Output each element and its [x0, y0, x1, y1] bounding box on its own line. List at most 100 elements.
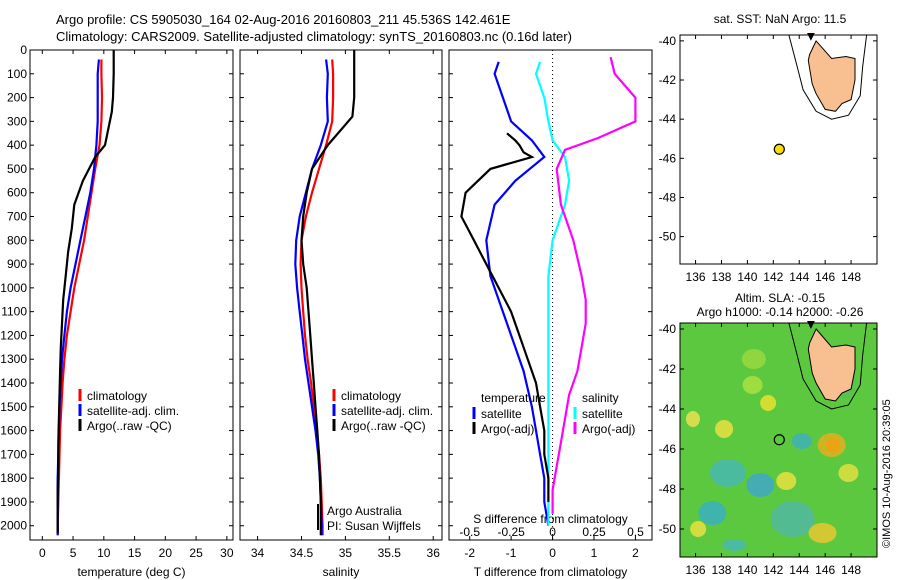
depth-tick-label: 800 [7, 233, 27, 247]
x-tick-label: 34.5 [290, 546, 314, 560]
plot-frame [448, 49, 653, 541]
lon-tick-label: 140 [737, 563, 757, 577]
lon-tick-label: 146 [815, 563, 835, 577]
sla-anomaly-patch [808, 523, 837, 543]
x-tick-label: 34 [251, 546, 265, 560]
x-tick-label: 25 [189, 546, 203, 560]
depth-tick-label: 600 [7, 186, 27, 200]
depth-tick-label: 0 [20, 43, 27, 57]
depth-tick-label: 300 [7, 114, 27, 128]
sla-anomaly-patch [776, 472, 797, 490]
x-tick-label: 35 [339, 546, 353, 560]
annotation-text: Argo Australia [327, 504, 402, 518]
lat-tick-label: -40 [659, 322, 677, 336]
sla-anomaly-patch [698, 501, 727, 525]
s-tick-label: -0.5 [459, 525, 480, 539]
lat-tick-label: -44 [659, 402, 677, 416]
sla-anomaly-patch [690, 521, 707, 537]
lon-tick-label: 142 [763, 563, 783, 577]
x-tick-label: 20 [159, 546, 173, 560]
s-axis-label: S difference from climatology [473, 512, 628, 526]
annotation-text: PI: Susan Wijffels [327, 519, 421, 533]
depth-tick-label: 1300 [0, 352, 27, 366]
series-line-blue [294, 59, 329, 536]
lon-tick-label: 138 [711, 563, 731, 577]
x-tick-label: 2 [632, 546, 639, 560]
lon-tick-label: 140 [737, 270, 757, 284]
lon-tick-label: 146 [815, 270, 835, 284]
legend-label: Argo(..raw -QC) [87, 419, 172, 433]
legend-label: Argo(-adj) [481, 422, 534, 436]
x-tick-label: 5 [70, 546, 77, 560]
argo-location-marker [773, 434, 785, 446]
depth-tick-label: 1500 [0, 400, 27, 414]
x-tick-label: 0 [39, 546, 46, 560]
lon-tick-label: 144 [789, 563, 809, 577]
legend-label: Argo(..raw -QC) [341, 419, 426, 433]
sla-anomaly-patch [825, 438, 840, 452]
legend-label: climatology [341, 389, 401, 403]
sla-anomaly-patch [791, 433, 812, 449]
sla-map-subtitle: Argo h1000: -0.14 h2000: -0.26 [697, 305, 864, 319]
depth-tick-label: 1700 [0, 447, 27, 461]
series-line-blue [485, 61, 550, 526]
depth-tick-label: 1000 [0, 281, 27, 295]
difference-profile-panel: -2 -1 0 1 2 -0.5 -0.25 0 0.25 0.5S difference fro… [448, 49, 653, 579]
series-line-red [299, 59, 335, 536]
argo-location-marker [773, 143, 785, 155]
x-tick-label: 30 [220, 546, 234, 560]
lon-tick-label: 138 [711, 270, 731, 284]
sla-anomaly-patch [746, 473, 775, 497]
shelf-contour [788, 34, 868, 120]
series-line-black [460, 132, 550, 502]
legend-label: satellite-adj. clim. [87, 404, 179, 418]
sla-anomaly-patch [722, 539, 747, 551]
lat-tick-label: -44 [659, 112, 677, 126]
lat-tick-label: -46 [659, 442, 677, 456]
sst-map-title: sat. SST: NaN Argo: 11.5 [714, 12, 847, 26]
depth-tick-label: 200 [7, 91, 27, 105]
depth-tick-label: 400 [7, 138, 27, 152]
lat-tick-label: -42 [659, 362, 677, 376]
legend-label: Argo(-adj) [582, 422, 635, 436]
sst-map: -40 -42 -44 -46 -48 -50 136 138 140 142 144 146 148 s… [659, 12, 878, 284]
plot-frame [239, 49, 443, 541]
depth-tick-label: 1400 [0, 376, 27, 390]
s-tick-label: -0.25 [497, 525, 525, 539]
salinity-profile-panel: 34 34.5 35 35.5 36 salinity climatologysatelli… [239, 49, 443, 579]
lat-tick-label: -50 [659, 522, 677, 536]
depth-tick-label: 1600 [0, 424, 27, 438]
x-tick-label: 36 [427, 546, 441, 560]
map-frame [679, 34, 878, 265]
sla-anomaly-patch [715, 420, 734, 438]
sla-anomaly-patch [760, 395, 777, 411]
lat-tick-label: -42 [659, 73, 677, 87]
lon-tick-label: 148 [841, 270, 861, 284]
sla-map-title: Altim. SLA: -0.15 [735, 291, 825, 305]
lat-tick-label: -48 [659, 482, 677, 496]
depth-tick-label: 900 [7, 257, 27, 271]
series-line-black [300, 50, 356, 536]
lat-tick-label: -40 [659, 34, 677, 48]
figure-title-line-1: Argo profile: CS 5905030_164 02-Aug-2016… [56, 12, 511, 27]
legend-header-temperature: temperature [481, 391, 546, 405]
depth-tick-label: 2000 [0, 519, 27, 533]
x-tick-label: 10 [97, 546, 111, 560]
sla-anomaly-patch [741, 349, 766, 369]
s-tick-label: 0 [549, 525, 556, 539]
sla-map: -40 -42 -44 -46 -48 -50 136 138 140 142 144 146 148 A… [659, 291, 878, 577]
tasmania-landmass [807, 39, 856, 112]
x-tick-label: 35.5 [378, 546, 402, 560]
legend-header-salinity: salinity [582, 391, 619, 405]
depth-tick-label: 1800 [0, 471, 27, 485]
x-tick-label: 1 [591, 546, 598, 560]
x-axis-label: temperature (deg C) [77, 565, 185, 579]
sla-anomaly-patch [770, 501, 815, 537]
lon-tick-label: 142 [763, 270, 783, 284]
depth-tick-label: 1900 [0, 495, 27, 509]
temperature-profile-panel: 0100200300400500600700800900100011001200… [0, 43, 234, 579]
series-line-cyan [534, 61, 571, 526]
lon-tick-label: 144 [789, 270, 809, 284]
lat-tick-label: -48 [659, 190, 677, 204]
